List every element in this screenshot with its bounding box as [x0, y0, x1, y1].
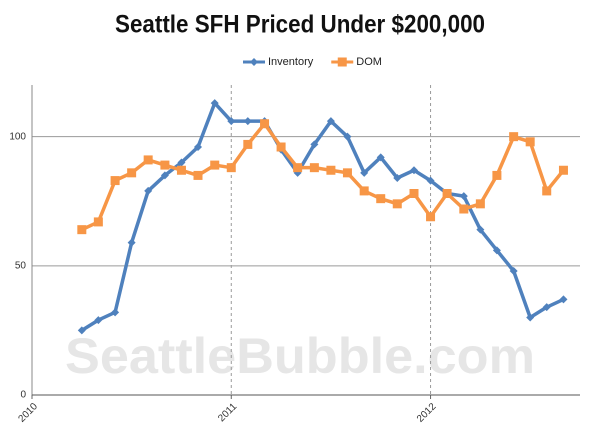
marker [376, 194, 386, 204]
marker [393, 174, 402, 182]
marker [77, 326, 86, 335]
marker [177, 158, 186, 167]
marker [243, 117, 252, 126]
marker [360, 168, 369, 177]
marker [226, 163, 236, 173]
marker [127, 168, 137, 178]
marker [94, 316, 103, 325]
marker [160, 160, 170, 170]
series-line [80, 101, 565, 332]
marker [459, 192, 468, 201]
marker [558, 165, 568, 175]
marker [176, 165, 186, 175]
marker [276, 142, 286, 152]
marker [410, 166, 419, 175]
marker [359, 186, 369, 196]
marker [376, 153, 385, 162]
marker [542, 303, 551, 312]
marker [492, 170, 502, 180]
marker [426, 212, 436, 222]
marker [93, 217, 103, 227]
marker [475, 199, 485, 209]
marker [160, 171, 169, 180]
marker [326, 165, 336, 175]
marker [250, 58, 258, 66]
marker [409, 189, 419, 198]
marker [111, 308, 120, 317]
marker [559, 295, 568, 304]
marker [509, 132, 519, 142]
marker [525, 137, 535, 147]
y-tick-label: 100 [9, 131, 26, 142]
legend-label: DOM [356, 56, 382, 68]
marker [210, 160, 220, 170]
marker [193, 170, 203, 180]
legend: Inventory DOM [243, 56, 382, 68]
y-tick-label: 50 [15, 260, 27, 271]
marker [509, 267, 518, 275]
marker [143, 155, 153, 165]
marker [127, 238, 136, 247]
marker [426, 176, 435, 185]
marker [144, 186, 153, 195]
legend-label: Inventory [268, 56, 314, 68]
marker [343, 132, 352, 141]
marker [227, 117, 236, 126]
marker [542, 186, 552, 196]
chart-title: Seattle SFH Priced Under $200,000 [115, 11, 485, 39]
marker [342, 168, 352, 178]
marker [459, 204, 469, 214]
marker [492, 246, 501, 255]
marker [392, 199, 402, 209]
marker [309, 163, 319, 173]
marker [110, 176, 120, 186]
marker [337, 57, 347, 67]
marker [243, 139, 253, 149]
marker [310, 140, 319, 149]
marker [210, 99, 219, 108]
marker [293, 163, 303, 173]
marker [77, 225, 87, 235]
marker [442, 189, 452, 198]
watermark: SeattleBubble.com [65, 328, 535, 384]
marker [526, 313, 535, 322]
y-tick-label: 0 [20, 390, 26, 401]
marker [476, 225, 485, 234]
marker [193, 143, 202, 151]
marker [260, 119, 270, 129]
marker [326, 117, 335, 126]
